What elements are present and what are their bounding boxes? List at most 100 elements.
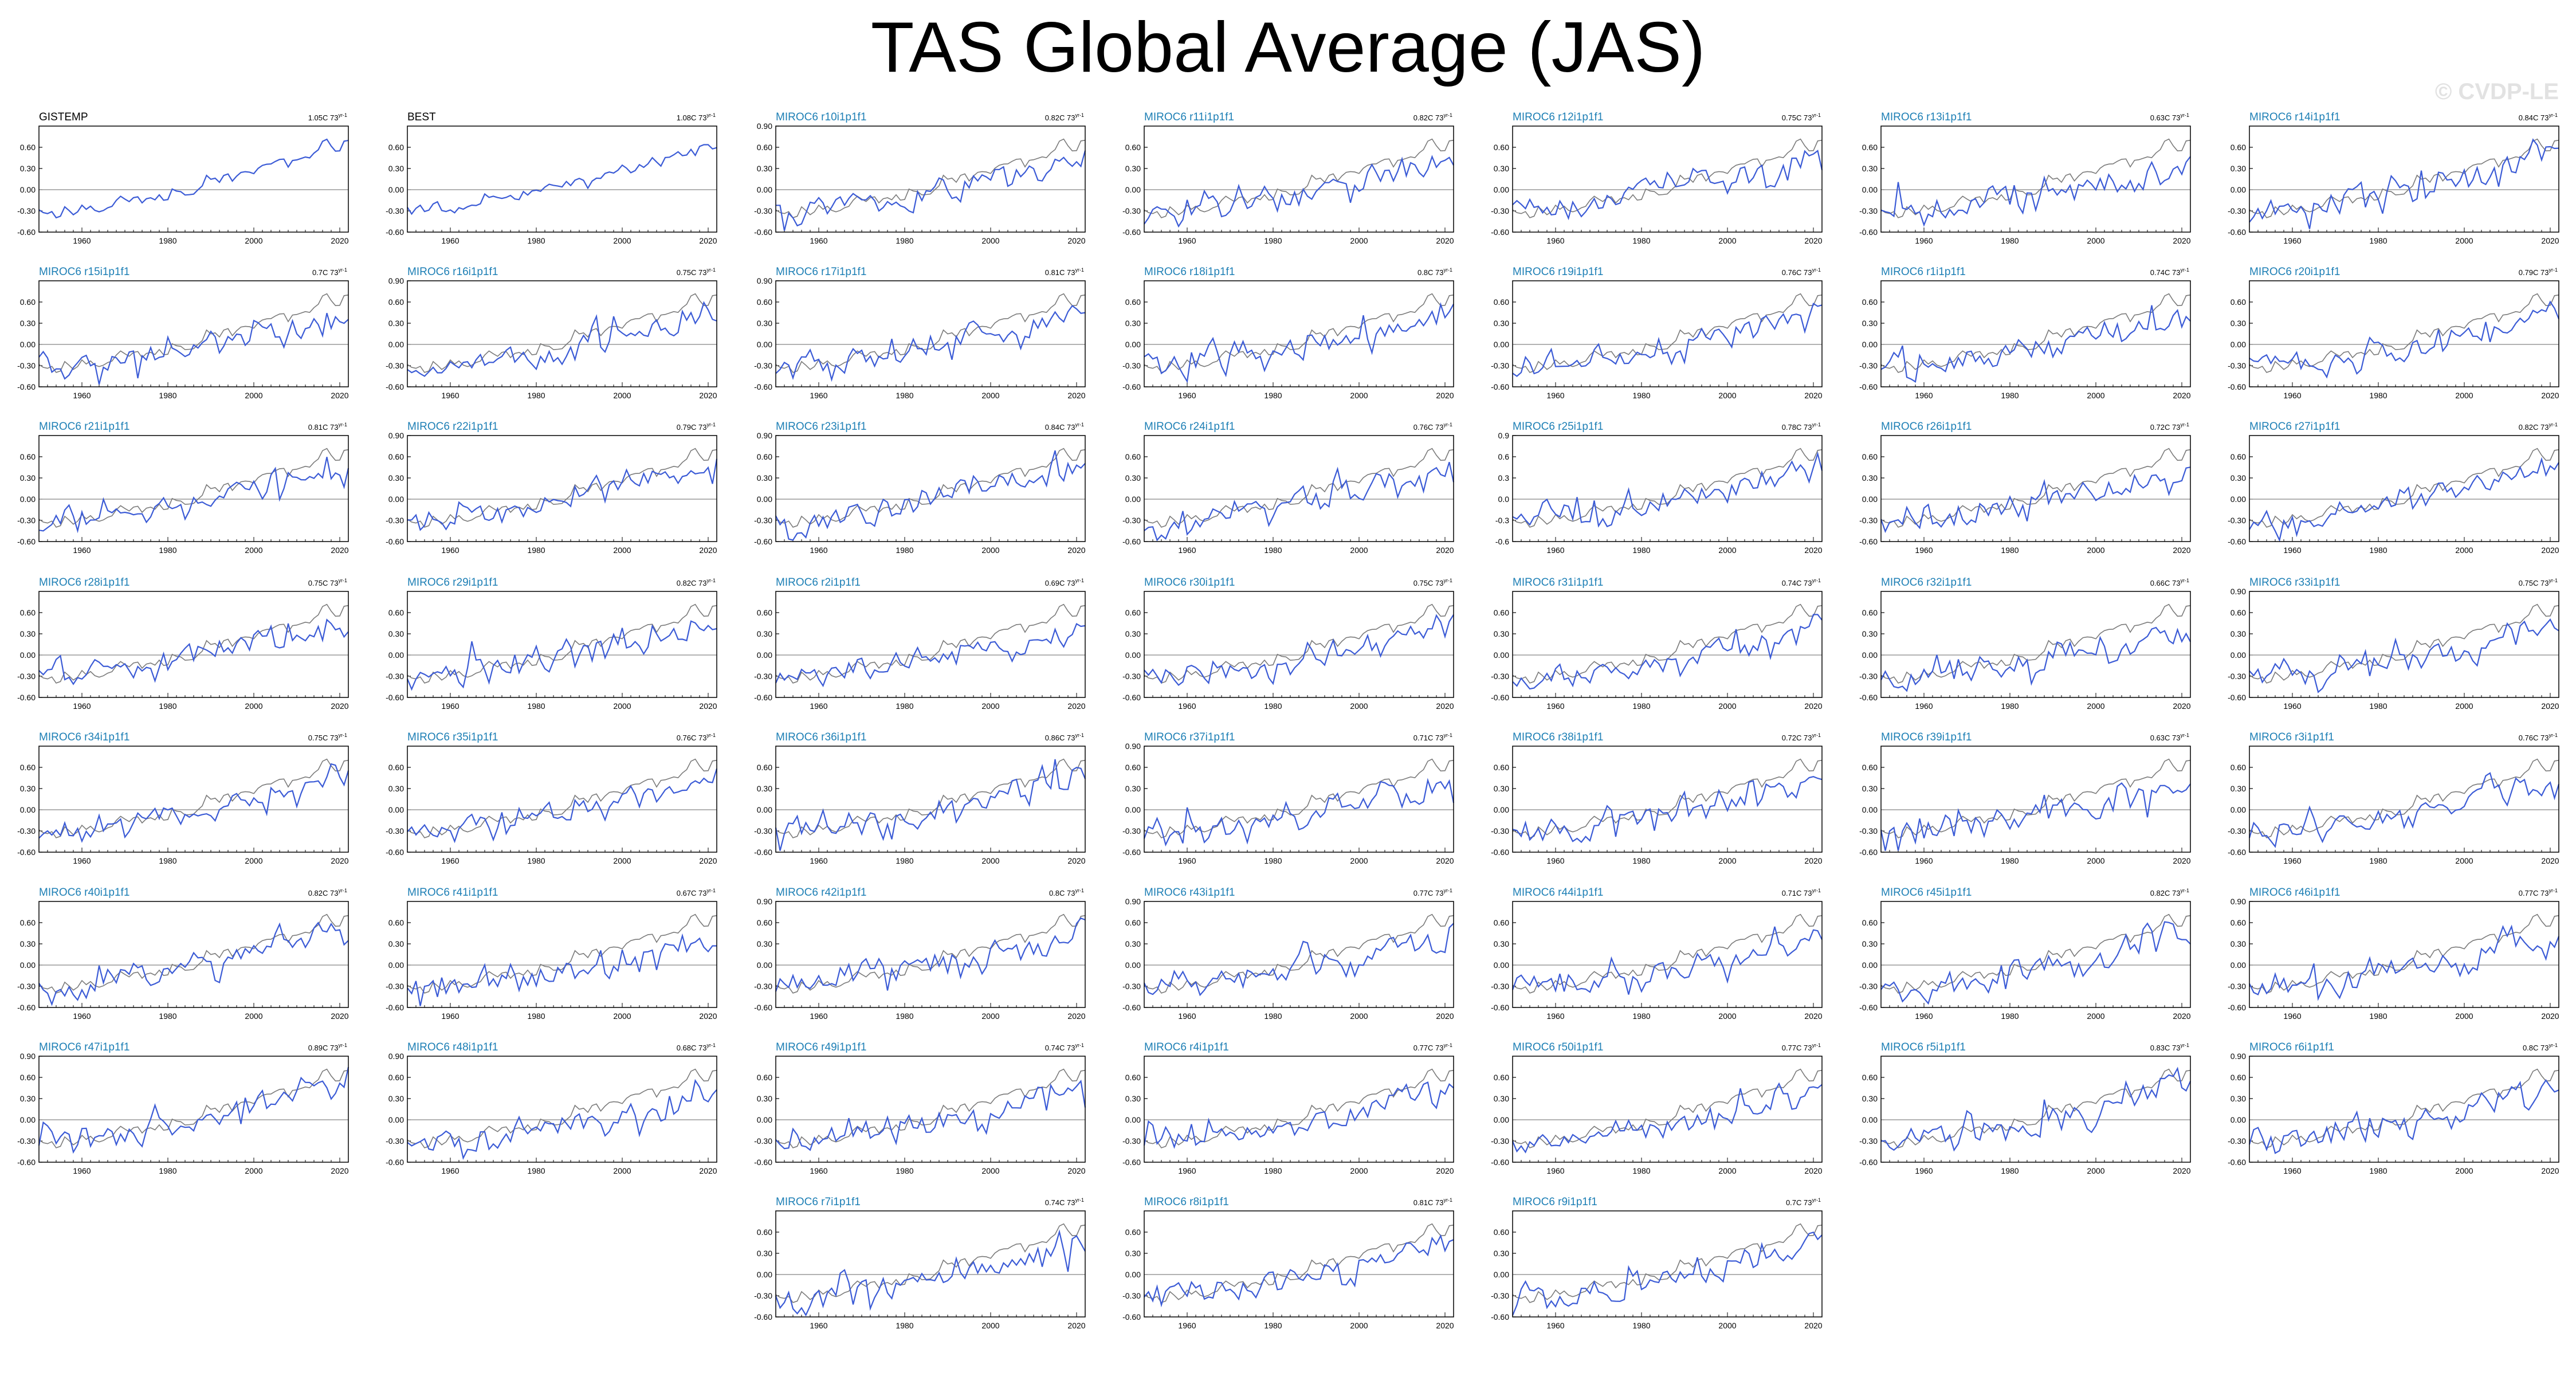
series-line <box>775 917 1086 992</box>
series-line <box>1880 1066 2192 1152</box>
y-tick-label: -0.30 <box>754 516 772 525</box>
y-tick-label: -0.30 <box>17 826 36 836</box>
series-line <box>1143 778 1455 847</box>
y-tick-label: -0.30 <box>17 982 36 991</box>
y-tick-label: -0.30 <box>2228 826 2246 836</box>
y-tick-label: 0.00 <box>757 1115 772 1124</box>
series-line <box>2249 924 2560 1001</box>
x-tick-label: 1960 <box>810 1321 827 1330</box>
plot-frame <box>407 746 717 853</box>
y-tick-label: -0.30 <box>1859 982 1878 991</box>
x-tick-label: 1980 <box>2001 236 2019 245</box>
panel-title: MIROC6 r16i1p1f1 <box>407 266 498 278</box>
y-tick-label: 0.60 <box>1125 763 1141 772</box>
y-tick-label: 0.90 <box>757 121 772 131</box>
x-tick-label: 2000 <box>613 236 631 245</box>
y-tick-label: -0.30 <box>2228 361 2246 370</box>
y-tick-label: 0.9 <box>1498 431 1510 440</box>
y-tick-label: 0.30 <box>757 629 772 638</box>
plot-frame <box>775 1210 1086 1318</box>
x-tick-label: 2020 <box>1067 856 1085 865</box>
y-tick-label: 0.60 <box>388 1073 404 1082</box>
x-tick-label: 1980 <box>527 1011 545 1021</box>
x-tick-label: 1960 <box>2283 391 2301 400</box>
x-tick-label: 1980 <box>1264 856 1282 865</box>
plot-frame <box>2249 591 2559 698</box>
panel-title: MIROC6 r44i1p1f1 <box>1513 887 1603 899</box>
panel-title: MIROC6 r6i1p1f1 <box>2249 1041 2334 1053</box>
observed-series-line <box>407 448 717 528</box>
plot-frame <box>1880 746 2191 853</box>
y-tick-label: 0.90 <box>1125 742 1141 751</box>
y-tick-label: -0.60 <box>386 382 404 391</box>
x-tick-label: 2020 <box>699 391 717 400</box>
x-tick-label: 2020 <box>1804 856 1822 865</box>
series-line <box>2248 1079 2559 1154</box>
y-tick-label: -0.30 <box>2228 516 2246 525</box>
x-tick-label: 2000 <box>2455 546 2473 555</box>
y-tick-label: 0.00 <box>1494 1270 1509 1279</box>
series-line <box>775 623 1086 688</box>
y-tick-label: 0.60 <box>2231 297 2246 307</box>
y-tick-label: 0.60 <box>757 608 772 617</box>
observed-series-line <box>407 913 717 994</box>
panel-miroc6-r13i1p1f1: MIROC6 r13i1p1f1 0.63C 73yr-1 0.60 0.30 0.00… <box>1859 111 2191 245</box>
trend-label: 0.83C 73yr-1 <box>2150 1042 2189 1052</box>
y-tick-label: 0.00 <box>1862 185 1878 194</box>
y-tick-label: -0.30 <box>1491 982 1509 991</box>
panel-title: MIROC6 r5i1p1f1 <box>1881 1041 1966 1053</box>
trend-label: 0.82C 73yr-1 <box>308 888 347 897</box>
x-tick-label: 2000 <box>1350 1011 1368 1021</box>
panel-miroc6-r32i1p1f1: MIROC6 r32i1p1f1 0.66C 73yr-1 0.60 0.30 0.00… <box>1859 577 2191 711</box>
trend-label: 0.71C 73yr-1 <box>1413 732 1452 742</box>
y-tick-label: 0.60 <box>757 297 772 307</box>
x-tick-label: 1980 <box>896 546 913 555</box>
y-tick-label: 0.00 <box>757 495 772 504</box>
series-line <box>1512 150 1823 221</box>
x-tick-label: 1960 <box>73 236 91 245</box>
observed-series-line <box>407 758 717 838</box>
panel-miroc6-r14i1p1f1: MIROC6 r14i1p1f1 0.84C 73yr-1 0.60 0.30 0.00… <box>2228 111 2559 245</box>
x-tick-label: 2020 <box>699 701 717 711</box>
trend-label: 0.69C 73yr-1 <box>1045 578 1084 587</box>
observed-series-line <box>1512 448 1823 528</box>
x-tick-label: 2020 <box>699 546 717 555</box>
panel-miroc6-r12i1p1f1: MIROC6 r12i1p1f1 0.75C 73yr-1 0.60 0.30 0.00… <box>1491 111 1823 245</box>
y-tick-label: 0.90 <box>757 276 772 285</box>
x-tick-label: 2020 <box>2173 391 2190 400</box>
y-tick-label: 0.00 <box>2231 650 2246 660</box>
x-tick-label: 2000 <box>1718 391 1736 400</box>
plot-frame <box>38 1056 349 1163</box>
panel-miroc6-r5i1p1f1: MIROC6 r5i1p1f1 0.83C 73yr-1 0.60 0.30 0.00 -… <box>1859 1041 2192 1175</box>
plot-frame <box>1880 435 2191 542</box>
x-tick-label: 2020 <box>2541 236 2559 245</box>
y-tick-label: 0.00 <box>1494 340 1509 349</box>
panel-miroc6-r1i1p1f1: MIROC6 r1i1p1f1 0.74C 73yr-1 0.60 0.30 0.00 -… <box>1859 266 2191 400</box>
x-tick-label: 2000 <box>1350 236 1368 245</box>
x-tick-label: 1960 <box>1546 546 1564 555</box>
trend-label: 0.77C 73yr-1 <box>1782 1042 1821 1052</box>
x-tick-label: 2020 <box>331 1166 348 1175</box>
y-tick-label: -0.60 <box>386 848 404 857</box>
panel-miroc6-r34i1p1f1: MIROC6 r34i1p1f1 0.75C 73yr-1 0.60 0.30 0.00… <box>17 731 350 865</box>
series-line <box>1880 466 2191 534</box>
y-tick-label: 0.00 <box>1125 1270 1141 1279</box>
panel-title: MIROC6 r42i1p1f1 <box>776 887 866 899</box>
y-tick-label: -0.60 <box>754 1003 772 1012</box>
y-tick-label: 0.90 <box>20 1052 36 1061</box>
panel-miroc6-r20i1p1f1: MIROC6 r20i1p1f1 0.79C 73yr-1 0.60 0.30 0.00… <box>2228 266 2560 400</box>
y-tick-label: 0.30 <box>1494 784 1509 793</box>
observed-series-line <box>1512 1068 1823 1148</box>
x-tick-label: 2020 <box>331 856 348 865</box>
x-tick-label: 1980 <box>896 391 913 400</box>
y-tick-label: 0.30 <box>757 164 772 173</box>
x-tick-label: 2000 <box>981 546 999 555</box>
x-tick-label: 1980 <box>2369 1011 2387 1021</box>
y-tick-label: -0.60 <box>2228 848 2246 857</box>
y-tick-label: 0.00 <box>1125 650 1141 660</box>
y-tick-label: -0.30 <box>1122 826 1141 836</box>
x-tick-label: 2020 <box>331 391 348 400</box>
x-tick-label: 1960 <box>441 546 459 555</box>
x-tick-label: 1980 <box>2369 236 2387 245</box>
panel-title: MIROC6 r31i1p1f1 <box>1513 577 1603 589</box>
